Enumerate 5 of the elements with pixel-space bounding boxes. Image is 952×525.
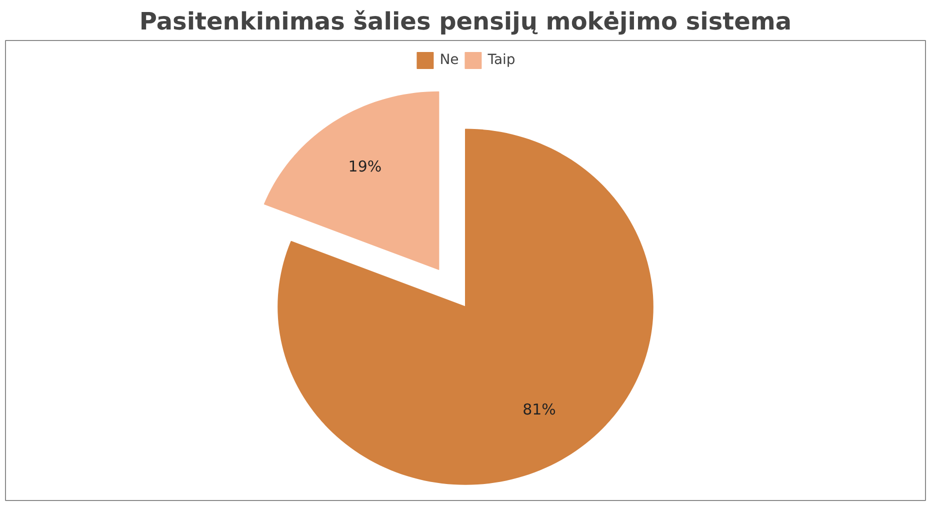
data-label: 19%	[348, 158, 382, 176]
data-label: 81%	[522, 400, 556, 419]
legend-label: Ne	[440, 52, 460, 68]
legend-label: Taip	[488, 52, 516, 68]
chart-title: Pasitenkinimas šalies pensijų mokėjimo sistema	[139, 8, 792, 36]
